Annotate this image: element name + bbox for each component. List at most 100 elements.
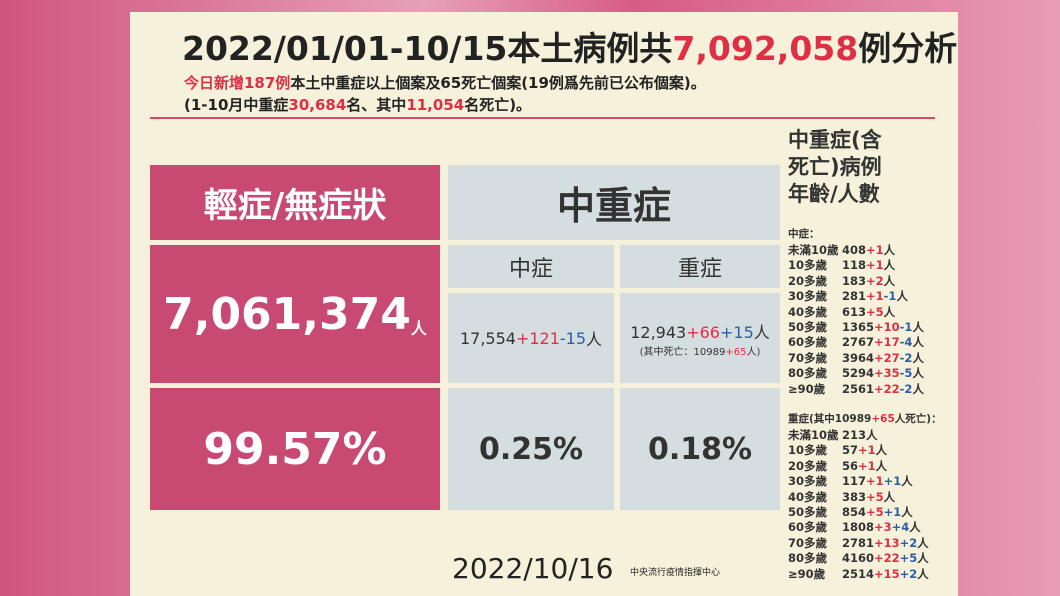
age: 60多歲 — [788, 335, 828, 350]
unit: 人 — [912, 381, 924, 396]
age-row: 30多歲 281+1-1人 — [788, 288, 908, 304]
change: +2 — [866, 273, 884, 288]
title-number: 7,092,058 — [672, 29, 859, 68]
divider — [150, 117, 935, 119]
date: 2022/10/16 — [452, 552, 614, 585]
age: 40多歲 — [788, 304, 828, 319]
change: +15 — [719, 322, 754, 342]
change: +1 — [866, 258, 884, 273]
subtitle: 今日新增187例本土中重症以上個案及65死亡個案(19例爲先前已公布個案)。 — [184, 72, 706, 93]
moderate-percent: 0.25% — [448, 388, 614, 510]
age-row: 10多歲 57+1人 — [788, 442, 887, 458]
unit: 人 — [883, 258, 896, 273]
age-row: 70多歲 2781+13+2人 — [788, 535, 929, 551]
age: 20多歲 — [788, 273, 828, 288]
count: 183 — [842, 273, 867, 288]
count: 1808 — [842, 520, 875, 535]
unit: 人 — [912, 320, 924, 334]
text: 人) — [746, 346, 761, 358]
age: 20多歲 — [788, 458, 828, 473]
change: +1 — [883, 505, 902, 519]
age: 60多歲 — [788, 520, 828, 535]
title-text: 例分析 — [858, 29, 958, 68]
unit: 人 — [912, 335, 924, 350]
age: 80多歲 — [788, 366, 828, 381]
section-label: 重症(其中10989+65人死亡)： — [788, 411, 942, 426]
value: 7,061,374 — [163, 288, 411, 340]
change: +13 — [874, 535, 900, 550]
change: +3 — [874, 520, 892, 535]
moderate-value: 17,554 +121 -15 人 — [448, 293, 614, 383]
change: +27 — [874, 350, 900, 365]
change: +1 — [858, 458, 876, 473]
unit: 人 — [875, 443, 888, 458]
count: 3964 — [842, 350, 875, 365]
age: ≥90歲 — [788, 566, 826, 581]
line: 年齡/人數 — [788, 182, 880, 206]
highlight: 今日新增187例 — [184, 74, 291, 92]
title-text: 2022/01/01-10/15本土病例共 — [182, 29, 673, 68]
change: +1 — [858, 443, 876, 458]
age-row: 40多歲 383+5人 — [788, 489, 895, 505]
value: 12,943 — [630, 322, 687, 342]
age-row: 50多歲 854+5+1人 — [788, 504, 913, 520]
change: +1 — [883, 474, 902, 489]
count: 383 — [842, 489, 867, 504]
change: +5 — [866, 505, 884, 519]
text: 名、其中 — [346, 96, 407, 114]
count: 213 — [842, 428, 867, 442]
age-row: 20多歲 183+2人 — [788, 273, 895, 289]
label-part: 中症： — [788, 228, 820, 240]
unit: 人 — [912, 350, 924, 365]
count: 2514 — [842, 566, 875, 581]
severe-header: 重症 — [620, 245, 780, 288]
age: 未滿10歲 — [788, 428, 839, 442]
change: -15 — [559, 328, 587, 348]
count: 117 — [842, 474, 867, 489]
unit: 人 — [917, 551, 929, 566]
change: +10 — [874, 320, 900, 334]
count: 56 — [842, 458, 859, 473]
note: (其中死亡：10989+65人) — [640, 343, 761, 358]
highlight: 30,684 — [288, 96, 347, 114]
value: 17,554 — [459, 328, 516, 348]
unit: 人 — [875, 458, 888, 473]
age-row: 20多歲 56+1人 — [788, 458, 887, 474]
severe-percent: 0.18% — [620, 388, 780, 510]
unit: 人 — [901, 474, 913, 489]
mild-percent: 99.57% — [150, 388, 440, 510]
label-part: 人死亡)： — [894, 413, 942, 425]
severe-group-header: 中重症 — [448, 165, 780, 240]
age-row: 未滿10歲 213人 — [788, 427, 878, 443]
unit: 人 — [917, 535, 929, 550]
age: 70多歲 — [788, 350, 828, 365]
age: 30多歲 — [788, 474, 828, 489]
age: 50多歲 — [788, 505, 828, 519]
gap — [614, 245, 620, 510]
change: -5 — [899, 366, 913, 381]
count: 2561 — [842, 381, 875, 396]
value-line: 12,943+66+15人 — [630, 319, 770, 343]
age-row: 60多歲 1808+3+4人 — [788, 519, 921, 535]
side-title: 中重症(含 死亡)病例 年齡/人數 — [788, 127, 882, 208]
age: 40多歲 — [788, 489, 828, 504]
change: +121 — [515, 328, 560, 348]
change: +65 — [725, 346, 747, 358]
change: +5 — [866, 304, 884, 319]
count: 408 — [842, 243, 867, 257]
unit: 人 — [901, 505, 913, 519]
text: (其中死亡：10989 — [639, 346, 726, 358]
unit: 人 — [917, 566, 929, 581]
count: 281 — [842, 289, 867, 304]
age: 未滿10歲 — [788, 243, 839, 257]
change: -1 — [883, 289, 897, 304]
change: -2 — [899, 381, 913, 396]
change: +1 — [866, 289, 884, 304]
change: +5 — [899, 551, 918, 566]
age-row: 10多歲 118+1人 — [788, 257, 895, 273]
age-row: 80多歲 4160+22+5人 — [788, 550, 929, 566]
count: 118 — [842, 258, 867, 273]
change: +5 — [866, 489, 884, 504]
mild-value: 7,061,374 人 — [150, 245, 440, 383]
unit: 人 — [912, 366, 924, 381]
